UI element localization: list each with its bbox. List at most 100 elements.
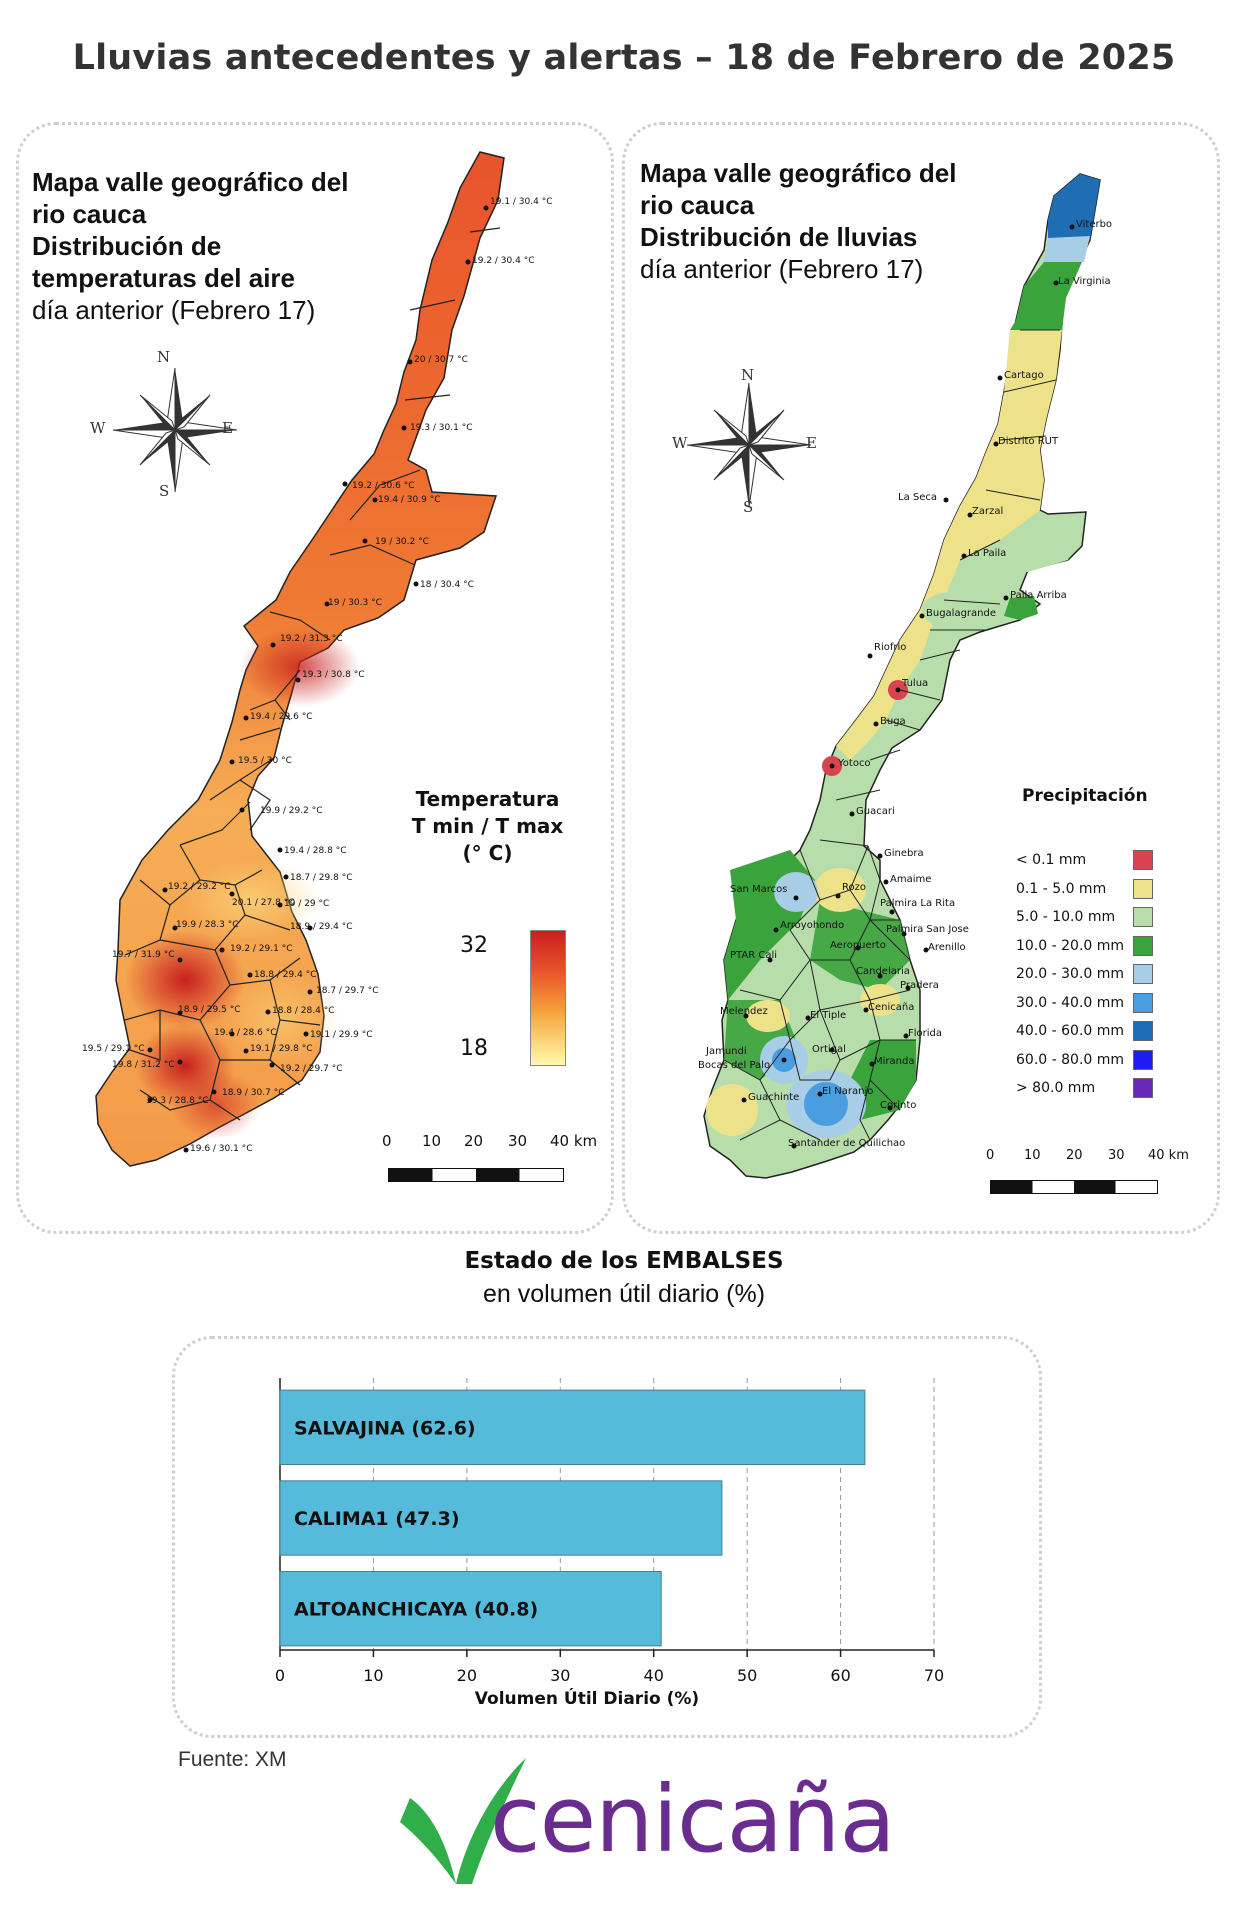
compass-s: S	[159, 482, 170, 500]
bar	[279, 1480, 723, 1556]
city-label: Arroyohondo	[780, 920, 845, 931]
precipitation-legend-swatch	[1133, 964, 1153, 984]
city-label: Amaime	[890, 874, 932, 885]
embalses-title: Estado de los EMBALSES	[464, 1248, 784, 1274]
compass-rose-icon	[100, 355, 250, 505]
station-label: 19.4 / 28.6 °C	[214, 1028, 277, 1038]
scale-label: 0	[382, 1132, 392, 1150]
city-label: Pradera	[900, 980, 939, 991]
precipitation-legend-item: 30.0 - 40.0 mm	[1016, 992, 1166, 1022]
city-label: Florida	[908, 1028, 943, 1039]
city-label: Candelaria	[856, 966, 910, 977]
precipitation-legend-item: 0.1 - 5.0 mm	[1016, 878, 1166, 908]
scale-label: 20	[464, 1132, 484, 1150]
station-label: 19.3 / 30.8 °C	[302, 670, 365, 680]
precipitation-legend-label: < 0.1 mm	[1016, 852, 1087, 868]
x-tick-label: 60	[830, 1666, 850, 1685]
temperature-map-title-line4: temperaturas del aire	[32, 263, 296, 293]
temperature-map-panel	[16, 122, 614, 1234]
compass-s: S	[743, 498, 754, 516]
city-label: Paila Arriba	[1010, 590, 1067, 601]
precipitation-legend-rows: < 0.1 mm 0.1 - 5.0 mm 5.0 - 10.0 mm 10.0 - …	[1016, 850, 1166, 1107]
source-note: Fuente: XM	[178, 1748, 287, 1771]
rain-zone-yellow-central	[836, 330, 1062, 760]
rain-zone-green-north	[1010, 262, 1082, 336]
precipitation-legend-item: 40.0 - 60.0 mm	[1016, 1021, 1166, 1050]
station-label: 19.4 / 28.8 °C	[284, 846, 347, 856]
city-label: Ginebra	[884, 848, 924, 859]
scale-label: 0	[986, 1148, 995, 1163]
station-label: 19.1 / 30.4 °C	[490, 197, 553, 207]
city-label: Arenillo	[928, 942, 966, 953]
compass-rose-icon	[674, 370, 824, 520]
rainfall-valley-map	[703, 173, 1101, 1179]
station-label: 20.1 / 27.8 °C	[232, 898, 295, 908]
city-label: Cartago	[1004, 370, 1044, 381]
compass-n: N	[741, 366, 755, 384]
precipitation-legend-item: 60.0 - 80.0 mm	[1016, 1049, 1166, 1079]
rain-zone-light-blue-spot	[774, 872, 818, 912]
city-label: Cenicaña	[868, 1002, 915, 1013]
city-label: Rozo	[842, 882, 866, 893]
city-label: Aeropuerto	[830, 940, 886, 951]
city-label: Miranda	[874, 1056, 915, 1067]
x-tick-label: 50	[737, 1666, 757, 1685]
precipitation-legend-item: 20.0 - 30.0 mm	[1016, 964, 1166, 993]
city-label: La Seca	[898, 492, 938, 503]
station-label: 19.6 / 30.1 °C	[190, 1144, 253, 1154]
temperature-map-title-line1: Mapa valle geográfico del	[32, 167, 349, 197]
rain-zone-yellow-spot	[746, 1000, 790, 1032]
scale-bar	[990, 1180, 1158, 1194]
temperature-legend-max: 32	[460, 933, 488, 958]
station-label: 18.8 / 29.4 °C	[254, 970, 317, 980]
station-label: 19.4 / 30.9 °C	[378, 495, 441, 505]
temperature-color-ramp	[530, 930, 566, 1066]
precipitation-legend-label: 30.0 - 40.0 mm	[1016, 994, 1125, 1011]
embalses-bar-chart: 0 10 20 30 40 50 60 70 SALVAJINA (62.6) CALIMA1 (…	[275, 1378, 944, 1709]
precipitation-legend-item: > 80.0 mm	[1016, 1078, 1166, 1107]
station-label: 19.1 / 29.9 °C	[310, 1030, 373, 1040]
city-label: El Tiple	[810, 1010, 847, 1021]
station-label: 19 / 30.3 °C	[328, 598, 382, 608]
compass-w: W	[90, 419, 106, 437]
temperature-legend-min: 18	[460, 1036, 488, 1061]
station-label: 19.3 / 30.1 °C	[410, 423, 473, 433]
x-tick-label: 0	[275, 1666, 285, 1685]
temperature-legend-line2: T min / T max	[411, 814, 564, 838]
compass-w: W	[672, 434, 688, 452]
precipitation-legend-label: 10.0 - 20.0 mm	[1016, 937, 1125, 954]
station-label: 19.5 / 30 °C	[238, 756, 292, 766]
rain-zone-light-blue	[1044, 236, 1090, 262]
city-label: Palmira San Jose	[886, 924, 969, 935]
city-label: Ortigal	[812, 1044, 846, 1055]
station-label: 19 / 29 °C	[284, 899, 330, 909]
city-label: Distrito RUT	[998, 436, 1059, 447]
rain-zone-blue-spot	[804, 1082, 848, 1126]
logo-wordmark: cenicaña	[490, 1766, 896, 1873]
station-label: 19.2 / 31.3 °C	[280, 634, 343, 644]
city-label: Buga	[880, 716, 906, 727]
x-tick-label: 20	[457, 1666, 477, 1685]
precipitation-legend-swatch	[1133, 935, 1153, 956]
city-label: PTAR Cali	[730, 950, 777, 961]
rain-zone-yellow-spot	[860, 984, 900, 1016]
temperature-map-title-line3: Distribución de	[32, 231, 222, 261]
temperature-legend-line3: (° C)	[462, 841, 513, 865]
x-axis-label: Volumen Útil Diario (%)	[475, 1687, 699, 1709]
leaf-icon	[400, 1758, 526, 1884]
embalses-subtitle: en volumen útil diario (%)	[482, 1280, 766, 1308]
city-label: Melendez	[720, 1006, 768, 1017]
station-label: 19.5 / 29.1 °C	[82, 1044, 145, 1054]
precipitation-legend-item: 10.0 - 20.0 mm	[1016, 935, 1166, 965]
compass-n: N	[157, 348, 171, 366]
city-label: San Marcos	[730, 884, 788, 895]
station-label: 18.9 / 29.4 °C	[290, 922, 353, 932]
x-tick-label: 30	[550, 1666, 570, 1685]
precipitation-legend-label: 0.1 - 5.0 mm	[1016, 880, 1107, 897]
station-label: 19.2 / 29.2 °C	[168, 882, 231, 892]
temperature-map-title-line2: rio cauca	[32, 199, 147, 229]
temperature-legend-title: Temperatura T min / T max (° C)	[405, 786, 570, 867]
precipitation-legend-label: 5.0 - 10.0 mm	[1016, 909, 1116, 925]
city-label: Tulua	[902, 678, 929, 689]
city-label: Guacari	[856, 806, 895, 817]
